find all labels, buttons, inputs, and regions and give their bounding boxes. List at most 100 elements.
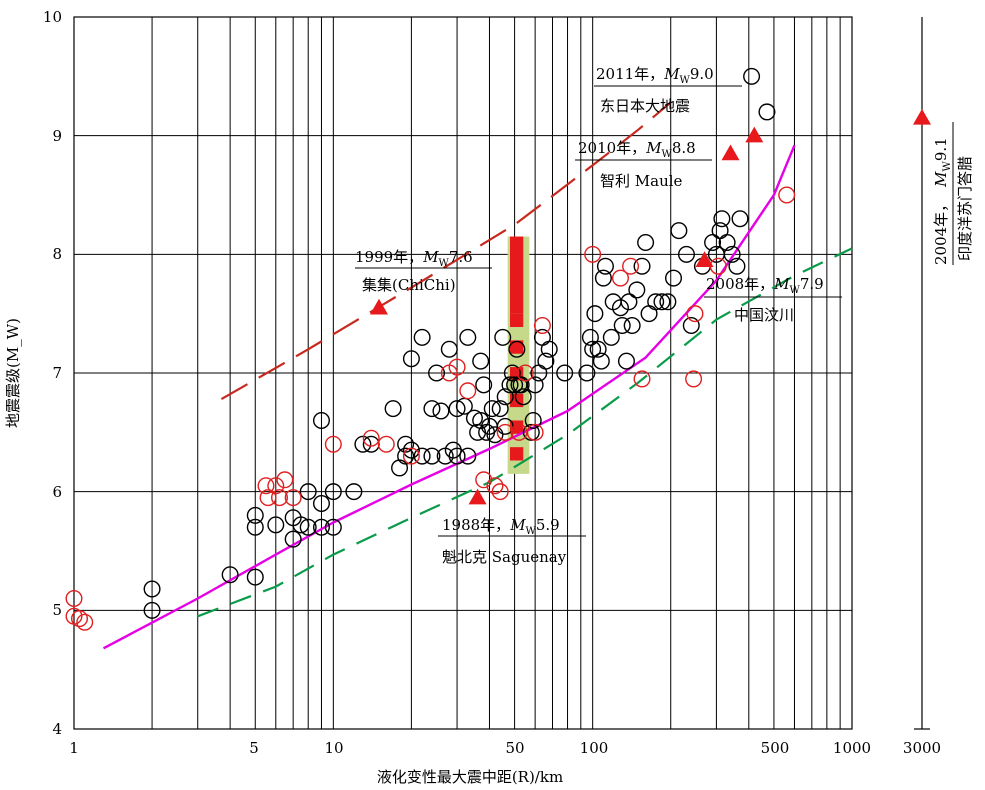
data-point-red: [70, 610, 88, 628]
y-tick-label: 7: [52, 364, 62, 382]
data-point-black: [384, 400, 402, 418]
data-point-black: [501, 376, 519, 394]
data-point-red: [284, 489, 302, 507]
data-point-red: [584, 245, 602, 263]
data-point-red: [533, 317, 551, 335]
triangle-layer: [369, 108, 931, 505]
data-point-black: [512, 376, 530, 394]
curve-layer: [102, 101, 853, 650]
lower-bound-green-dashed-line: [197, 247, 853, 618]
data-point-black: [345, 483, 363, 501]
data-point-black: [670, 222, 688, 240]
data-point-black: [637, 233, 655, 251]
data-point-red: [65, 589, 83, 607]
data-point-black: [758, 103, 776, 121]
data-point-black: [491, 400, 509, 418]
earthquake-triangle-marker: [721, 144, 740, 161]
data-point-red: [257, 477, 275, 495]
data-point-black: [402, 441, 420, 459]
data-point-black: [459, 328, 477, 346]
data-point-black: [299, 483, 317, 501]
y-tick-label: 4: [52, 720, 62, 738]
data-point-black: [713, 210, 731, 228]
point-layer: [65, 67, 796, 631]
data-point-red: [633, 370, 651, 388]
data-point-black: [312, 411, 330, 429]
data-point-black: [514, 388, 532, 406]
data-point-black: [659, 293, 677, 311]
data-point-black: [602, 328, 620, 346]
data-point-black: [556, 364, 574, 382]
y-tick-label: 5: [52, 601, 62, 619]
data-point-black: [423, 400, 441, 418]
data-point-black: [522, 423, 540, 441]
earthquake-triangle-marker: [369, 298, 388, 315]
data-point-black: [413, 447, 431, 465]
data-point-red: [377, 435, 395, 453]
data-point-black: [506, 376, 524, 394]
data-point-black: [486, 426, 504, 444]
data-point-black: [617, 352, 635, 370]
data-point-black: [143, 601, 161, 619]
svg-text:智利 Maule: 智利 Maule: [600, 172, 683, 190]
data-point-black: [731, 210, 749, 228]
band-dash-segment: [510, 340, 524, 354]
data-point-black: [623, 317, 641, 335]
svg-text:2004年，MW9.1: 2004年，MW9.1: [932, 137, 953, 265]
data-point-black: [677, 245, 695, 263]
annotation-2008: 2008年，MW7.9 中国汶川: [704, 275, 842, 324]
data-point-black: [267, 516, 285, 534]
data-point-black: [391, 459, 409, 477]
data-point-black: [448, 400, 466, 418]
data-point-black: [592, 352, 610, 370]
x-tick-label: 1: [69, 739, 79, 757]
x-tick-label: 1000: [833, 739, 871, 757]
data-point-red: [685, 370, 703, 388]
data-point-black: [472, 352, 490, 370]
data-point-black: [584, 340, 602, 358]
data-point-black: [246, 518, 264, 536]
data-point-red: [611, 269, 629, 287]
data-point-black: [723, 245, 741, 263]
data-point-black: [440, 340, 458, 358]
data-point-black: [594, 269, 612, 287]
annotation-2004: 2004年，MW9.1 印度洋苏门答腊: [932, 122, 974, 265]
svg-text:东日本大地震: 东日本大地震: [600, 97, 690, 115]
data-point-black: [496, 388, 514, 406]
data-point-red: [622, 257, 640, 275]
data-point-black: [589, 340, 607, 358]
data-point-black: [718, 233, 736, 251]
svg-text:中国汶川: 中国汶川: [734, 306, 794, 324]
x-tick-label: 500: [761, 739, 790, 757]
data-point-black: [312, 495, 330, 513]
data-point-red: [402, 447, 420, 465]
data-point-black: [312, 518, 330, 536]
data-point-black: [397, 435, 415, 453]
data-point-red: [778, 186, 796, 204]
data-point-black: [620, 293, 638, 311]
data-point-red: [362, 429, 380, 447]
data-point-red: [516, 364, 534, 382]
svg-text:1988年，MW5.9: 1988年，MW5.9: [442, 516, 560, 537]
data-point-black: [448, 447, 466, 465]
data-point-black: [459, 447, 477, 465]
data-point-black: [578, 364, 596, 382]
data-point-black: [704, 233, 722, 251]
x-axis-title: 液化变性最大震中距(R)/km: [377, 768, 563, 786]
data-point-black: [221, 566, 239, 584]
data-point-black: [402, 350, 420, 368]
data-point-black: [633, 257, 651, 275]
annotation-2010: 2010年，MW8.8 智利 Maule: [575, 139, 712, 190]
magenta-fit-curve: [102, 144, 796, 650]
data-point-black: [653, 293, 671, 311]
annotation-2011: 2011年，MW9.0 东日本大地震: [594, 65, 742, 115]
y-tick-label: 9: [52, 127, 62, 145]
data-point-black: [324, 483, 342, 501]
data-point-black: [537, 352, 555, 370]
data-point-red: [491, 483, 509, 501]
data-point-black: [432, 402, 450, 420]
data-point-black: [246, 506, 264, 524]
data-point-black: [354, 435, 372, 453]
data-point-black: [611, 299, 629, 317]
svg-text:集集(ChiChi): 集集(ChiChi): [362, 276, 456, 294]
